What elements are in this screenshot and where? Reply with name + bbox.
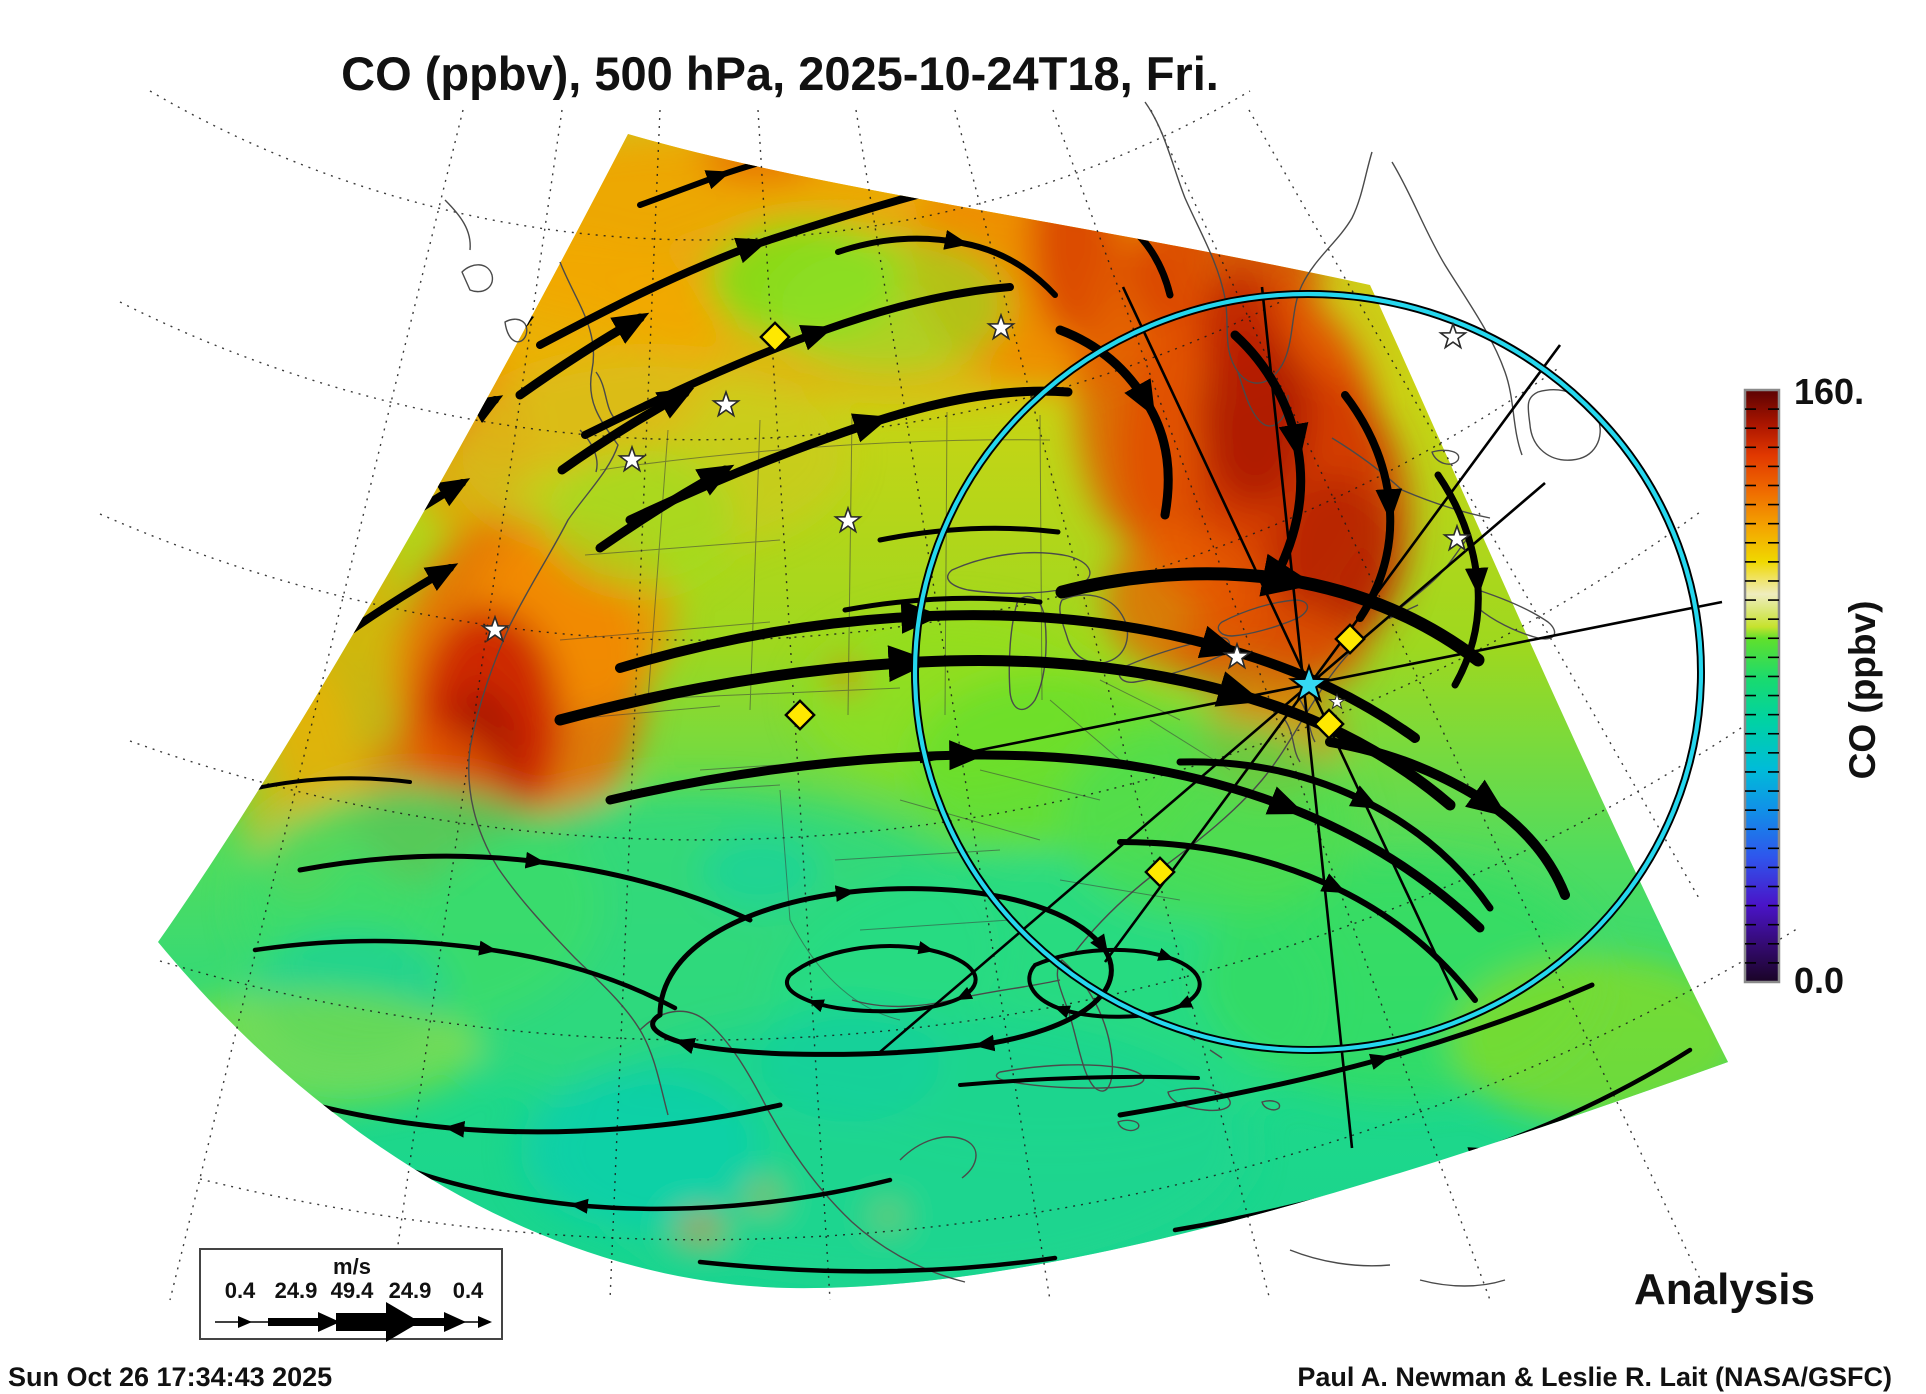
colorbar: 160. 0.0 CO (ppbv) xyxy=(1743,371,1883,1001)
wind-speed-legend: m/s 0.4 24.9 49.4 24.9 0.4 xyxy=(199,1248,503,1342)
wind-legend-tick-3: 24.9 xyxy=(389,1278,432,1303)
wind-legend-unit: m/s xyxy=(333,1254,371,1279)
plot-title: CO (ppbv), 500 hPa, 2025-10-24T18, Fri. xyxy=(341,47,1219,100)
render-timestamp: Sun Oct 26 17:34:43 2025 xyxy=(8,1362,332,1392)
wind-legend-tick-1: 24.9 xyxy=(275,1278,318,1303)
colorbar-axis-label: CO (ppbv) xyxy=(1842,601,1883,780)
range-circle xyxy=(911,290,1705,1054)
colorbar-min-label: 0.0 xyxy=(1794,960,1844,1001)
wind-legend-arrow-glyph xyxy=(215,1302,492,1342)
azimuth-lines xyxy=(879,286,1723,1149)
co-concentration-field xyxy=(158,134,1728,1289)
wind-legend-tick-0: 0.4 xyxy=(225,1278,256,1303)
waypoint-diamond-markers xyxy=(759,321,1366,888)
colorbar-max-label: 160. xyxy=(1794,371,1864,412)
credit-label: Paul A. Newman & Leslie R. Lait (NASA/GS… xyxy=(1297,1362,1892,1392)
analysis-label: Analysis xyxy=(1634,1265,1815,1314)
colorbar-ticks xyxy=(1745,408,1779,964)
wind-legend-tick-2: 49.4 xyxy=(331,1278,375,1303)
wind-legend-tick-4: 0.4 xyxy=(453,1278,484,1303)
